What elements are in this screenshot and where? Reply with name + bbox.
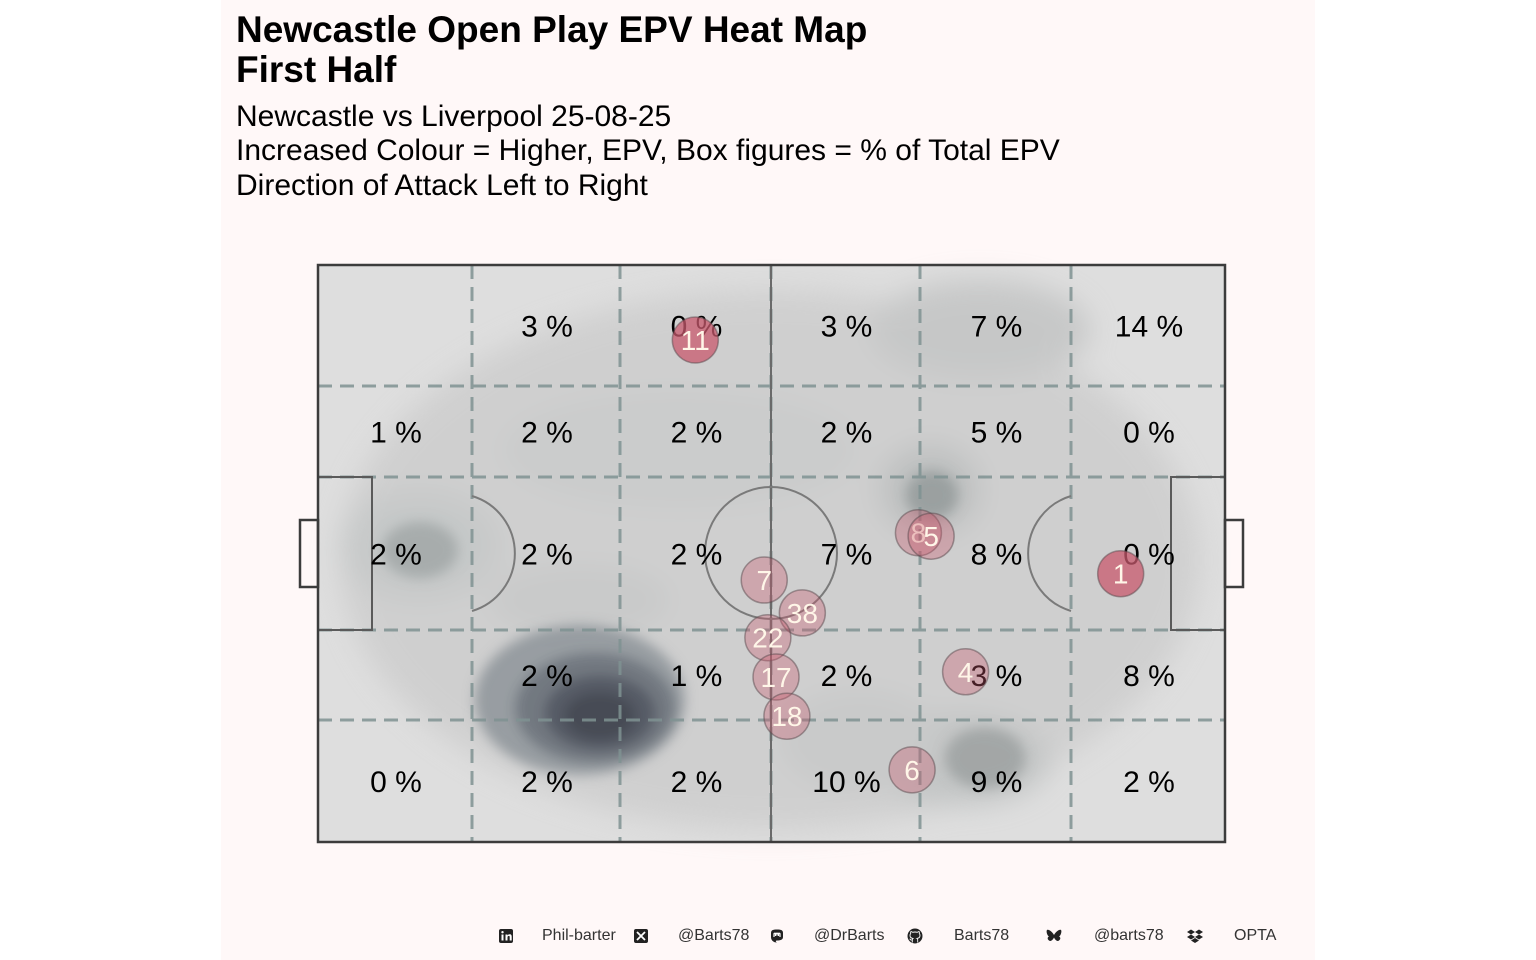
chart-subtitle-match: Newcastle vs Liverpool 25-08-25 — [236, 100, 672, 133]
zone-label: 3 % — [971, 660, 1023, 693]
chart-title: Newcastle Open Play EPV Heat Map — [236, 9, 868, 50]
player-marker — [1096, 549, 1145, 598]
zone-label: 2 % — [370, 539, 422, 572]
zone-label: 3 % — [821, 311, 873, 344]
footer-bluesky-handle: @barts78 — [1094, 927, 1164, 944]
zone-label: 0 % — [370, 766, 422, 799]
player-marker — [907, 512, 955, 560]
player-number-label: 17 — [760, 662, 791, 693]
player-number-label: 22 — [752, 623, 783, 654]
zone-label: 10 % — [812, 766, 880, 799]
player-marker — [763, 692, 811, 740]
player-marker — [671, 316, 720, 364]
zone-label: 2 % — [521, 417, 573, 450]
chart-subtitle-legend: Increased Colour = Higher, EPV, Box figu… — [236, 134, 1060, 167]
footer-credits: Phil-barter @Barts78 @DrBarts Barts78 @b… — [0, 924, 1536, 948]
linkedin-icon — [499, 929, 513, 943]
player-marker — [740, 556, 788, 604]
player-marker — [778, 589, 827, 637]
player-number-label: 6 — [904, 755, 920, 786]
zone-label: 3 % — [521, 311, 573, 344]
player-number-label: 11 — [681, 325, 710, 356]
player-number-label: 4 — [958, 657, 974, 688]
zone-label: 2 % — [671, 417, 723, 450]
zone-label: 2 % — [521, 766, 573, 799]
zone-label: 2 % — [671, 539, 723, 572]
dropbox-icon — [1187, 929, 1203, 943]
chart-title-line2: First Half — [236, 49, 397, 90]
player-marker — [888, 746, 936, 794]
player-marker — [752, 653, 800, 701]
zone-label: 2 % — [671, 766, 723, 799]
bluesky-icon — [1046, 929, 1062, 941]
footer-mastodon-handle: @DrBarts — [814, 927, 885, 944]
zone-label: 2 % — [821, 417, 873, 450]
player-marker — [941, 648, 990, 696]
player-number-label: 5 — [923, 521, 939, 552]
zone-label: 9 % — [971, 766, 1023, 799]
player-number-label: 18 — [771, 701, 802, 732]
footer-data-source: OPTA — [1234, 927, 1277, 944]
chart-subtitle-direction: Direction of Attack Left to Right — [236, 169, 648, 202]
zone-label: 14 % — [1115, 311, 1183, 344]
zone-label: 8 % — [1123, 660, 1175, 693]
footer-linkedin-handle: Phil-barter — [542, 927, 616, 944]
footer-github-handle: Barts78 — [954, 927, 1010, 944]
zone-label: 5 % — [971, 417, 1023, 450]
zone-label: 1 % — [370, 417, 422, 450]
zone-label: 8 % — [971, 539, 1023, 572]
zone-label: 7 % — [821, 539, 873, 572]
zone-label: 2 % — [821, 660, 873, 693]
zone-label: 2 % — [521, 660, 573, 693]
pitch-markings — [298, 263, 1245, 844]
player-number-label: 38 — [787, 598, 818, 629]
player-marker — [744, 613, 792, 662]
zone-label: 2 % — [1123, 766, 1175, 799]
zone-percent-labels: 3 % 0 % 3 % 7 % 14 % 1 % 2 % 2 % 2 % 5 % 0 % 2 % 2 %… — [370, 311, 1183, 800]
zone-label: 0 % — [1123, 417, 1175, 450]
zone-label: 7 % — [971, 311, 1023, 344]
zone-label: 2 % — [521, 539, 573, 572]
player-number-label: 8 — [911, 518, 927, 549]
zone-label: 1 % — [671, 660, 723, 693]
player-number-label: 7 — [756, 565, 772, 596]
github-icon — [907, 928, 923, 944]
mastodon-icon — [771, 929, 783, 943]
footer-x-handle: @Barts78 — [678, 927, 750, 944]
player-number-label: 1 — [1113, 559, 1129, 590]
x-twitter-icon — [634, 929, 648, 943]
